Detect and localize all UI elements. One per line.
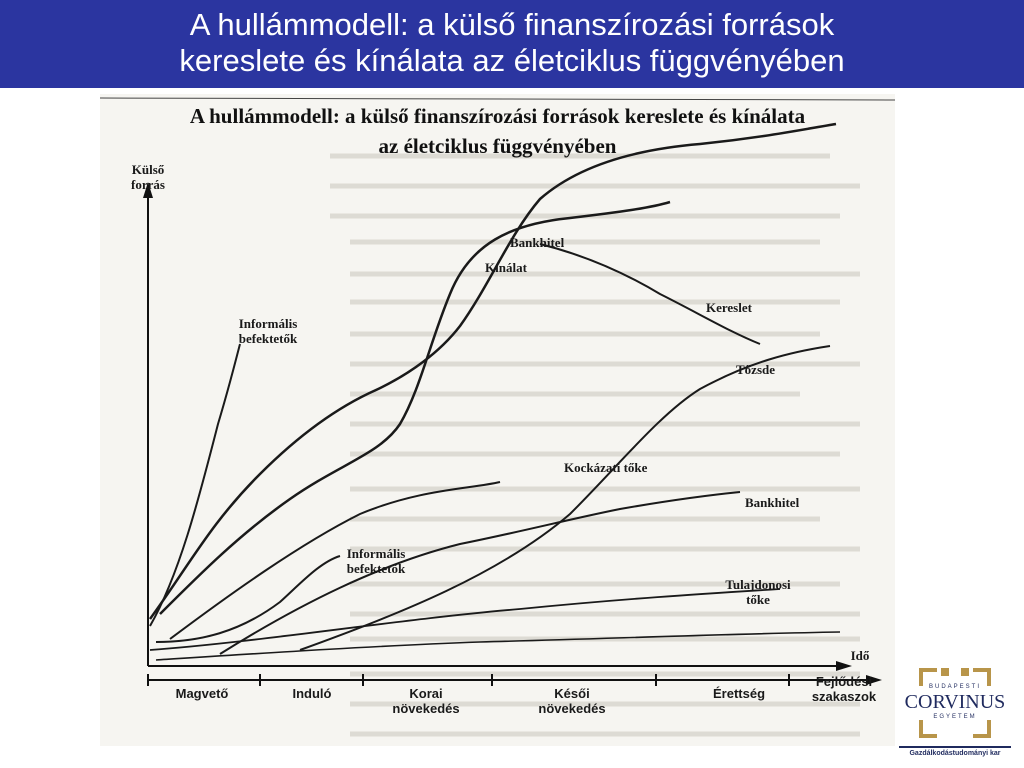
y-axis-label-1: Külső <box>131 162 165 177</box>
label-informalis-bottom-2: befektetők <box>346 561 406 576</box>
label-tulajdonosi-toke: Tulajdonosi tőke <box>718 577 798 607</box>
logo-frame-icon <box>919 668 991 738</box>
curve-bankhitel-top <box>539 243 761 345</box>
label-informalis-bottom: Informális befektetők <box>336 546 416 576</box>
bleed-through-lines <box>330 153 860 737</box>
stage-magveto: Magvető <box>175 686 229 701</box>
label-informalis-top-2: befektetők <box>238 331 298 346</box>
logo-bottom-text: EGYETEM <box>933 714 977 720</box>
label-tulajdonosi-toke-2: tőke <box>746 592 770 607</box>
diagram-title-line-2: az életciklus függvényében <box>378 134 617 158</box>
curve-kinalat <box>148 122 837 620</box>
label-tozsde: Tőzsde <box>736 362 775 377</box>
label-bankhitel-bottom: Bankhitel <box>745 495 800 510</box>
label-kinalat: Kínálat <box>485 260 527 275</box>
stage-korai-2: növekedés <box>392 701 460 716</box>
stage-kesoi-novekedes: Késői növekedés <box>532 686 612 716</box>
label-informalis-top-1: Informális <box>238 316 298 331</box>
stage-korai-novekedes: Korai növekedés <box>386 686 466 716</box>
logo-word: CORVINUS <box>904 691 1006 713</box>
slide-title-line-1: A hullámmodell: a külső finanszírozási f… <box>189 7 835 42</box>
stage-erettseg: Érettség <box>712 686 766 701</box>
curve-base <box>155 631 841 661</box>
y-axis-label-2: forrás <box>131 177 165 192</box>
label-kereslet: Kereslet <box>706 300 752 315</box>
label-informalis-bottom-1: Informális <box>346 546 406 561</box>
stage-fejlodesi-2: szakaszok <box>811 689 877 704</box>
curve-tozsde <box>299 345 831 651</box>
logo-faculty: Gazdálkodástudományi kar <box>909 750 1001 757</box>
stage-kesoi-2: növekedés <box>538 701 606 716</box>
slide-title: A hullámmodell: a külső finanszírozási f… <box>0 0 1024 88</box>
x-axis-label: Idő <box>850 648 870 663</box>
diagram-title-line-1: A hullámmodell: a külső finanszírozási f… <box>189 104 806 128</box>
stage-kesoi-1: Késői <box>554 686 590 701</box>
stage-fejlodesi-1: Fejlődési <box>815 674 873 689</box>
label-tulajdonosi-toke-1: Tulajdonosi <box>725 577 791 592</box>
slide-title-line-2: kereslete és kínálata az életciklus függ… <box>179 43 845 78</box>
y-axis-arrow <box>143 182 153 198</box>
logo-rule <box>899 746 1011 748</box>
diagram-drawing <box>100 97 895 737</box>
top-rule <box>100 97 895 101</box>
curve-informalis-top <box>149 343 241 627</box>
curve-bankhitel-bottom <box>219 491 741 655</box>
stage-korai-1: Korai <box>409 686 443 701</box>
y-axis-label: Külső forrás <box>118 162 178 192</box>
stage-fejlodesi-szakaszok: Fejlődési szakaszok <box>806 674 882 704</box>
logo-top-text: BUDAPESTI <box>928 684 981 690</box>
label-bankhitel-top: Bankhitel <box>510 235 565 250</box>
curve-tulajdonosi-toke <box>149 588 781 651</box>
curve-informalis-bottom <box>155 555 341 643</box>
stage-indulo: Induló <box>292 686 332 701</box>
curve-kereslet <box>159 200 671 615</box>
curve-kockazati-toke <box>169 481 501 640</box>
stage-ticks <box>147 674 790 686</box>
x-axis-arrow <box>836 661 852 671</box>
label-informalis-top: Informális befektetők <box>228 316 308 346</box>
label-kockazati-toke: Kockázati tőke <box>564 460 648 475</box>
corvinus-logo: BUDAPESTI CORVINUS EGYETEM Gazdálkodástu… <box>899 664 1011 762</box>
stage-timeline-arrow <box>866 675 882 685</box>
scanned-diagram: A hullámmodell: a külső finanszírozási f… <box>100 94 895 746</box>
